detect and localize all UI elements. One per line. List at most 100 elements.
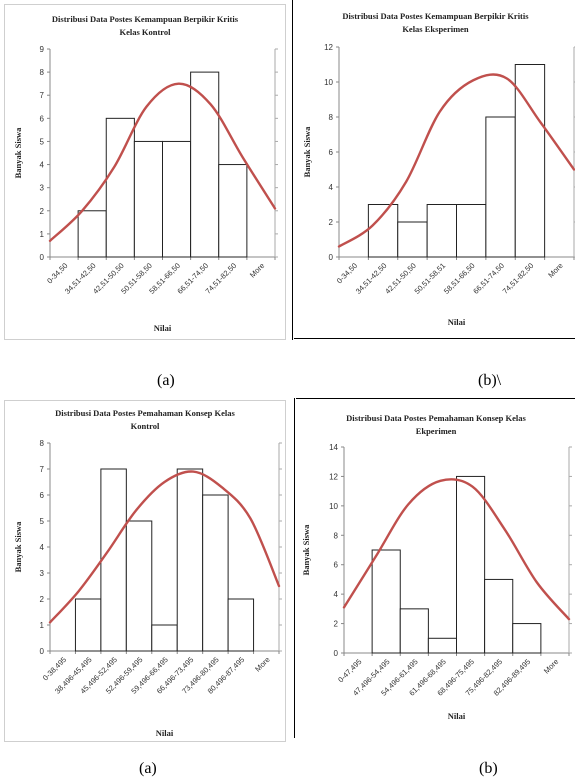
chart-title-line-1: Distribusi Data Postes Kemampuan Berpiki…: [342, 11, 529, 21]
histogram-chart-3: Distribusi Data Postes Pemahaman Konsep …: [13, 408, 282, 738]
y-axis-label: Banyak Siswa: [13, 127, 23, 179]
x-tick-label: 74,51-82,50: [501, 261, 536, 296]
y-tick-label: 10: [324, 78, 333, 87]
chart-title-line-2: Kelas Kontrol: [119, 27, 171, 37]
normal-curve-line: [337, 73, 575, 248]
y-tick-label: 8: [40, 68, 45, 77]
y-tick-label: 1: [40, 621, 45, 630]
normal-curve-line: [342, 478, 571, 621]
y-tick-label: 3: [40, 184, 45, 193]
x-tick-label: 0-47,495: [336, 657, 363, 684]
y-tick-label: 6: [334, 561, 339, 570]
y-tick-label: 12: [329, 472, 338, 481]
chart-title-line-2: Ekperimen: [416, 426, 457, 436]
divider-bottom-right-top: [296, 398, 575, 399]
y-tick-label: 8: [334, 531, 339, 540]
y-tick-label: 6: [329, 148, 334, 157]
y-tick-label: 7: [40, 465, 45, 474]
normal-curve-line: [48, 82, 277, 243]
y-tick-label: 5: [40, 517, 45, 526]
histogram-bar: [151, 624, 178, 652]
histogram-bar: [399, 608, 429, 654]
y-axis-label: Banyak Siswa: [301, 524, 311, 576]
divider-bottom: [294, 398, 295, 738]
chart-title-line-1: Distribusi Data Postes Pemahaman Konsep …: [55, 408, 235, 418]
divider-top-right-bottom: [294, 338, 575, 339]
chart-title-line-2: Kontrol: [131, 421, 160, 431]
histogram-bar: [456, 204, 487, 258]
x-tick-label: 0-34,50: [335, 261, 359, 285]
histogram-bar: [371, 549, 401, 654]
histogram-bar: [514, 64, 546, 258]
histogram-bar: [427, 637, 457, 654]
histogram-bar: [176, 468, 204, 652]
caption-bottom-left: (a): [139, 760, 157, 777]
x-tick-label: More: [542, 657, 560, 675]
histogram-chart-1: Distribusi Data Postes Kemampuan Berpiki…: [13, 14, 278, 333]
chart-panel-4: Distribusi Data Postes Pemahaman Konsep …: [297, 401, 575, 738]
y-tick-label: 0: [329, 253, 334, 262]
y-tick-label: 4: [40, 161, 45, 170]
histogram-bar: [190, 71, 220, 258]
histogram-bar: [125, 520, 153, 652]
y-tick-label: 2: [329, 218, 334, 227]
panel-border-top-left: [4, 4, 286, 340]
x-tick-label: More: [248, 261, 266, 279]
chart-panel-3: Distribusi Data Postes Pemahaman Konsep …: [5, 401, 285, 740]
y-tick-label: 8: [40, 439, 45, 448]
histogram-bar: [202, 494, 229, 652]
histogram-bar: [367, 204, 399, 258]
chart-panel-1: Distribusi Data Postes Kemampuan Berpiki…: [5, 5, 285, 339]
y-tick-label: 4: [40, 543, 45, 552]
y-tick-label: 2: [40, 595, 45, 604]
y-tick-label: 1: [40, 230, 45, 239]
histogram-bar: [456, 475, 486, 654]
chart-title-line-2: Kelas Eksperimen: [402, 24, 469, 34]
x-axis-label: Nilai: [156, 728, 174, 738]
y-tick-label: 0: [40, 647, 45, 656]
y-tick-label: 4: [334, 590, 339, 599]
y-tick-label: 2: [334, 620, 339, 629]
y-tick-label: 0: [40, 253, 45, 262]
chart-title-line-1: Distribusi Data Postes Pemahaman Konsep …: [346, 413, 526, 423]
y-tick-label: 2: [40, 207, 45, 216]
y-tick-label: 6: [40, 491, 45, 500]
y-tick-label: 0: [334, 649, 339, 658]
histogram-bar: [77, 210, 107, 258]
y-tick-label: 10: [329, 502, 338, 511]
y-tick-label: 6: [40, 114, 45, 123]
y-tick-label: 14: [329, 443, 338, 452]
caption-top-left: (a): [157, 372, 175, 389]
x-tick-label: 0-34,50: [45, 261, 69, 285]
histogram-chart-2: Distribusi Data Postes Kemampuan Berpiki…: [302, 11, 575, 327]
y-tick-label: 3: [40, 569, 45, 578]
x-axis-label: Nilai: [448, 711, 466, 721]
histogram-bar: [485, 116, 516, 258]
chart-title-line-1: Distribusi Data Postes Kemampuan Berpiki…: [52, 14, 239, 24]
caption-top-right-label: (b): [478, 372, 497, 389]
x-tick-label: More: [253, 655, 271, 673]
y-tick-label: 7: [40, 91, 45, 100]
x-axis-label: Nilai: [154, 323, 172, 333]
histogram-bar: [105, 117, 135, 258]
histogram-bar: [100, 468, 127, 652]
histogram-bar: [512, 623, 542, 654]
divider-top: [292, 0, 293, 340]
x-axis-label: Nilai: [448, 317, 466, 327]
panel-border-bottom-left: [4, 400, 286, 742]
histogram-bar: [218, 164, 248, 258]
caption-bottom-right: (b): [479, 760, 498, 777]
y-tick-label: 8: [329, 113, 334, 122]
histogram-bar: [162, 140, 192, 258]
y-tick-label: 5: [40, 137, 45, 146]
chart-panel-2: Distribusi Data Postes Kemampuan Berpiki…: [296, 5, 575, 337]
histogram-bar: [227, 598, 255, 652]
caption-top-right-mark: \: [496, 372, 502, 389]
histogram-bar: [397, 221, 428, 258]
caption-top-right: (b)\: [478, 372, 501, 390]
histogram-bar: [74, 598, 102, 652]
y-tick-label: 9: [40, 45, 45, 54]
y-axis-label: Banyak Siswa: [13, 521, 23, 573]
histogram-bar: [426, 204, 457, 258]
normal-curve-line: [48, 470, 281, 624]
